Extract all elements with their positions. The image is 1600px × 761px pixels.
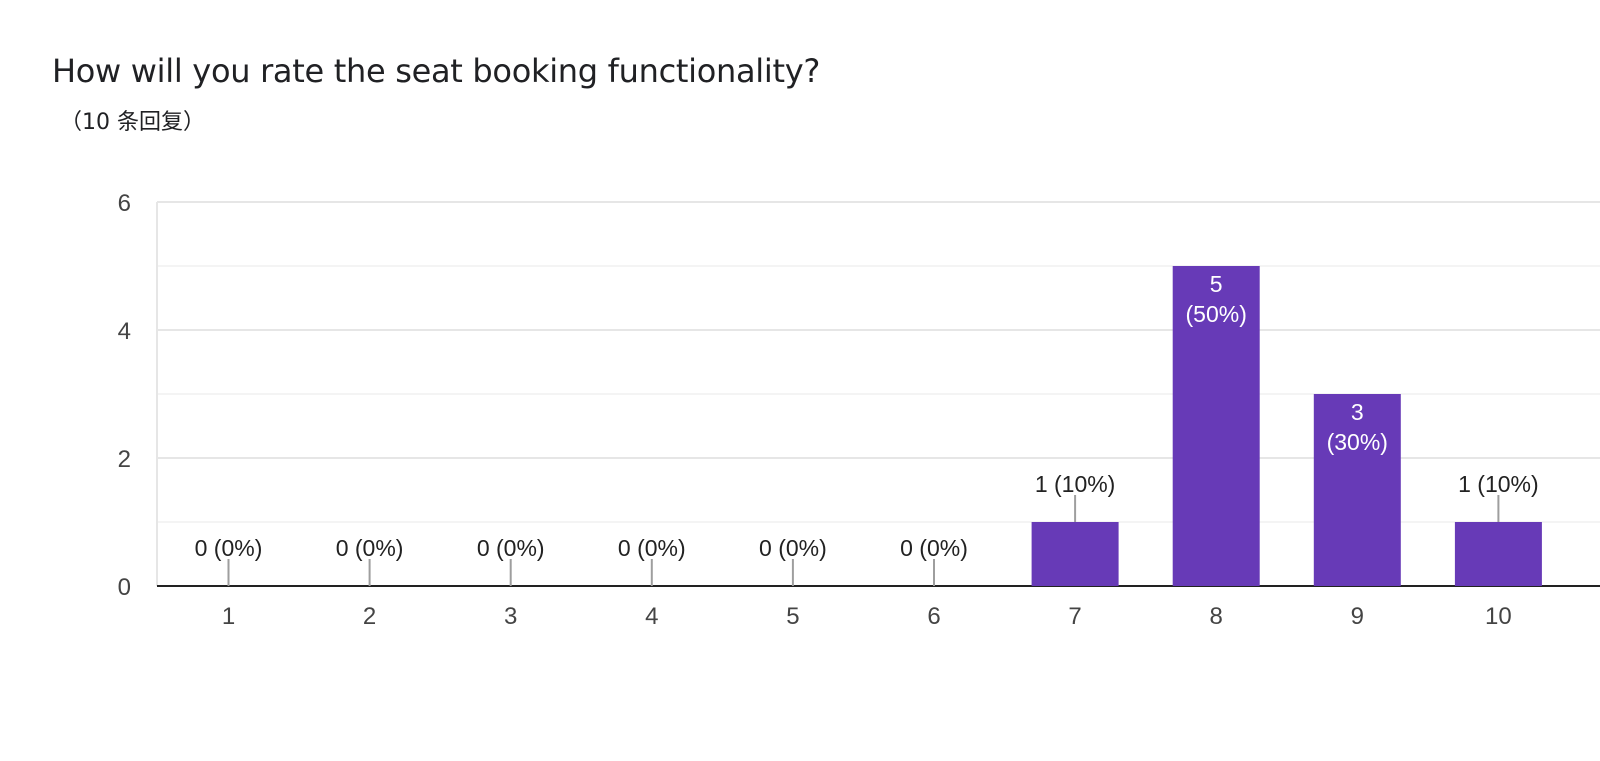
data-label: 0 (0%) — [336, 535, 404, 561]
data-label-percent: (30%) — [1327, 429, 1388, 455]
y-tick-label: 4 — [118, 318, 131, 345]
data-label-count: 5 — [1210, 271, 1223, 297]
y-tick-label: 0 — [118, 574, 131, 601]
x-tick-label: 8 — [1210, 603, 1223, 630]
data-label: 0 (0%) — [618, 535, 686, 561]
data-label: 0 (0%) — [477, 535, 545, 561]
bar — [1031, 522, 1119, 586]
data-label: 1 (10%) — [1458, 471, 1539, 497]
y-tick-label: 2 — [118, 446, 131, 473]
data-label-percent: (50%) — [1186, 301, 1247, 327]
question-title: How will you rate the seat booking funct… — [52, 52, 821, 90]
x-tick-label: 9 — [1351, 603, 1364, 630]
data-label: 1 (10%) — [1035, 471, 1116, 497]
tick-labels: 0 2 4 6 1 2 3 4 5 6 7 8 9 10 — [118, 190, 1512, 630]
x-tick-label: 2 — [363, 603, 376, 630]
x-tick-label: 5 — [786, 603, 799, 630]
x-tick-label: 1 — [222, 603, 235, 630]
data-labels: 0 (0%) 0 (0%) 0 (0%) 0 (0%) 0 (0%) 0 (0%) 1 (1… — [195, 271, 1539, 586]
data-label: 0 (0%) — [900, 535, 968, 561]
response-count: （10 条回复） — [60, 110, 205, 135]
x-tick-label: 4 — [645, 603, 658, 630]
x-tick-label: 3 — [504, 603, 517, 630]
bars — [1031, 266, 1542, 586]
data-label: 0 (0%) — [195, 535, 263, 561]
x-tick-label: 6 — [927, 603, 940, 630]
x-tick-label: 10 — [1485, 603, 1512, 630]
bar — [1313, 394, 1401, 586]
y-tick-label: 6 — [118, 190, 131, 217]
bar — [1454, 522, 1542, 586]
data-label: 0 (0%) — [759, 535, 827, 561]
x-tick-label: 7 — [1068, 603, 1081, 630]
bar — [1172, 266, 1260, 586]
data-label-count: 3 — [1351, 399, 1364, 425]
